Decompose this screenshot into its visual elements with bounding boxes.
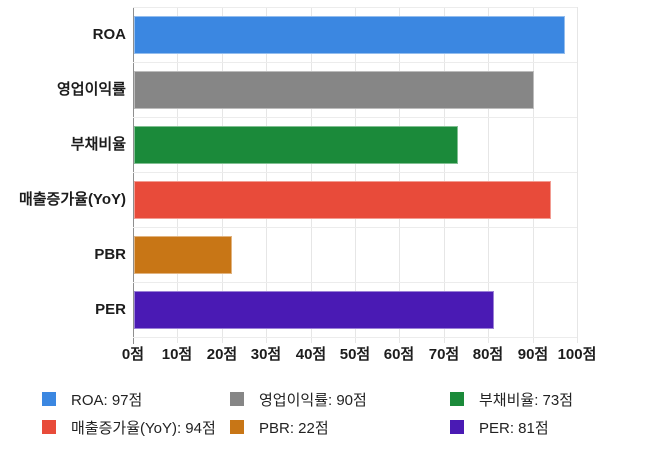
row-separator-line xyxy=(133,117,577,118)
gridline xyxy=(222,7,223,343)
legend-label: 부채비율: 73점 xyxy=(479,391,574,409)
legend-color-swatch xyxy=(42,392,56,406)
legend-label: ROA: 97점 xyxy=(71,391,143,409)
legend-color-swatch xyxy=(42,420,56,434)
x-tick-label: 0점 xyxy=(121,346,145,363)
category-label: 부채비율 xyxy=(70,136,126,153)
legend-item[interactable]: 부채비율: 73점 xyxy=(450,390,574,409)
legend-color-swatch xyxy=(230,420,244,434)
gridline xyxy=(311,7,312,343)
legend-color-swatch xyxy=(450,420,464,434)
gridline xyxy=(444,7,445,343)
legend-label: PBR: 22점 xyxy=(259,419,329,437)
chart-bar[interactable] xyxy=(134,180,551,219)
gridline xyxy=(488,7,489,343)
legend-item[interactable]: PBR: 22점 xyxy=(230,418,329,437)
x-tick-label: 30점 xyxy=(250,346,282,363)
category-label: 매출증가율(YoY) xyxy=(18,191,126,208)
row-separator-line xyxy=(133,227,577,228)
legend-item[interactable]: PER: 81점 xyxy=(450,418,549,437)
legend-item[interactable]: 매출증가율(YoY): 94점 xyxy=(42,418,216,437)
x-tick-label: 90점 xyxy=(517,346,549,363)
gridline xyxy=(177,7,178,343)
row-separator-line xyxy=(133,62,577,63)
row-separator-line xyxy=(133,7,577,8)
y-axis-line xyxy=(133,7,134,344)
x-tick-label: 60점 xyxy=(383,346,415,363)
x-tick-label: 20점 xyxy=(206,346,238,363)
row-separator-line xyxy=(133,282,577,283)
gridline xyxy=(533,7,534,343)
row-separator-line xyxy=(133,337,577,338)
category-label: 영업이익률 xyxy=(56,81,126,98)
chart-bar[interactable] xyxy=(134,235,232,274)
chart-bar[interactable] xyxy=(134,15,565,54)
legend-item[interactable]: 영업이익률: 90점 xyxy=(230,390,367,409)
chart-bar[interactable] xyxy=(134,125,458,164)
x-tick-label: 50점 xyxy=(339,346,371,363)
row-separator-line xyxy=(133,172,577,173)
category-label: PER xyxy=(95,301,126,318)
gridline xyxy=(355,7,356,343)
gridline xyxy=(266,7,267,343)
gridline xyxy=(399,7,400,343)
legend-color-swatch xyxy=(450,392,464,406)
chart-bar[interactable] xyxy=(134,70,534,109)
plot-area xyxy=(133,7,578,344)
legend-label: 영업이익률: 90점 xyxy=(259,391,367,409)
x-tick-label: 100점 xyxy=(557,346,597,363)
category-label: ROA xyxy=(92,26,126,43)
legend-item[interactable]: ROA: 97점 xyxy=(42,390,143,409)
x-tick-label: 80점 xyxy=(472,346,504,363)
x-tick-label: 40점 xyxy=(295,346,327,363)
chart-bar[interactable] xyxy=(134,290,494,329)
legend-label: 매출증가율(YoY): 94점 xyxy=(71,419,216,437)
legend-label: PER: 81점 xyxy=(479,419,549,437)
x-tick-label: 10점 xyxy=(161,346,193,363)
gridline xyxy=(577,7,578,343)
x-tick-label: 70점 xyxy=(428,346,460,363)
category-label: PBR xyxy=(94,246,126,263)
legend-color-swatch xyxy=(230,392,244,406)
